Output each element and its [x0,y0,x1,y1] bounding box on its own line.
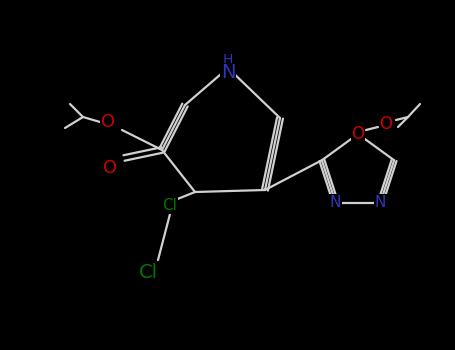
Text: O: O [352,125,364,143]
Text: O: O [379,115,393,133]
Text: Cl: Cl [162,198,177,214]
Text: N: N [330,195,341,210]
Text: N: N [374,195,386,210]
Text: Cl: Cl [138,262,157,281]
Text: O: O [101,113,115,131]
Text: N: N [221,63,235,83]
Text: H: H [223,53,233,67]
Text: O: O [103,159,117,177]
